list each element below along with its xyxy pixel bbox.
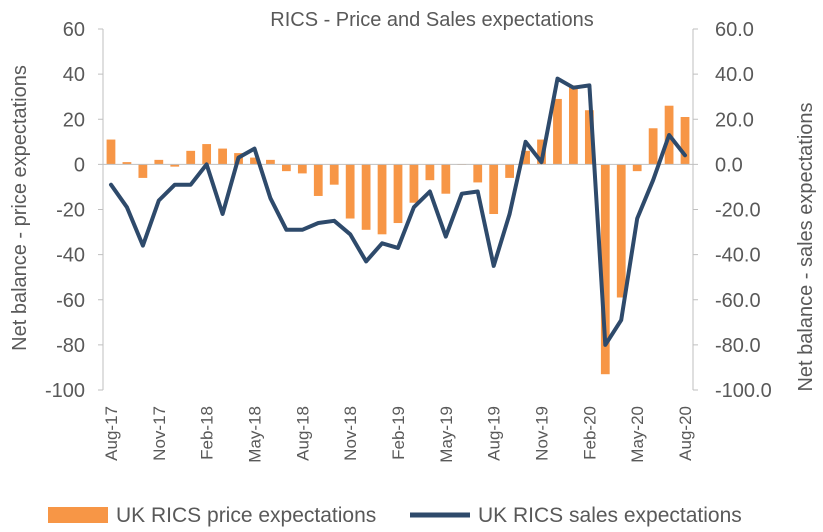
price-bar-Jan-18 bbox=[186, 150, 196, 165]
price-bar-May-20 bbox=[632, 164, 642, 172]
legend: UK RICS price expectations UK RICS sales… bbox=[48, 504, 742, 527]
price-bar-Feb-20 bbox=[584, 110, 594, 165]
x-tick-label: May-18 bbox=[245, 406, 264, 463]
price-bar-Mar-19 bbox=[409, 164, 419, 203]
legend-sales-label: UK RICS sales expectations bbox=[478, 504, 742, 527]
left-y-tick-label: -80 bbox=[56, 335, 85, 357]
legend-price-swatch bbox=[48, 507, 108, 523]
price-bar-Aug-19 bbox=[489, 164, 499, 215]
right-y-tick-label: 0.0 bbox=[715, 154, 743, 176]
x-tick-label: Aug-18 bbox=[293, 406, 312, 461]
price-bar-Dec-17 bbox=[170, 164, 180, 167]
x-tick-label: Aug-17 bbox=[102, 406, 121, 461]
left-y-tick-label: -100 bbox=[45, 380, 85, 402]
price-bar-Oct-19 bbox=[521, 150, 530, 165]
price-bar-Jul-19 bbox=[473, 164, 483, 183]
price-bar-May-19 bbox=[441, 164, 451, 194]
right-y-tick-label: -80.0 bbox=[715, 335, 761, 357]
x-tick-label: Feb-19 bbox=[389, 406, 408, 460]
price-bar-Jan-19 bbox=[377, 164, 387, 235]
price-bar-Aug-17 bbox=[106, 139, 116, 165]
chart-title: RICS - Price and Sales expectations bbox=[270, 9, 594, 31]
price-bar-Dec-19 bbox=[553, 98, 562, 165]
right-y-tick-label: 60.0 bbox=[715, 19, 754, 41]
price-bar-Sep-17 bbox=[122, 162, 132, 165]
x-tick-label: May-19 bbox=[437, 406, 456, 463]
x-tick-label: Nov-17 bbox=[150, 406, 169, 461]
price-bar-Apr-19 bbox=[425, 164, 435, 181]
right-y-tick-label: -20.0 bbox=[715, 200, 761, 222]
x-tick-label: May-20 bbox=[628, 406, 647, 463]
price-bar-Sep-18 bbox=[313, 164, 323, 196]
right-y-tick-label: -100.0 bbox=[715, 380, 772, 402]
price-bar-Nov-17 bbox=[154, 159, 164, 165]
left-y-tick-label: 60 bbox=[63, 19, 85, 41]
x-tick-label: Feb-18 bbox=[198, 406, 217, 460]
price-expectations-bars bbox=[106, 85, 690, 375]
price-bar-Oct-17 bbox=[138, 164, 148, 178]
price-bar-Mar-20 bbox=[600, 164, 610, 375]
x-tick-label: Nov-19 bbox=[533, 406, 552, 461]
x-tick-label: Aug-19 bbox=[485, 406, 504, 461]
price-bar-Feb-18 bbox=[202, 144, 212, 165]
price-bar-Apr-20 bbox=[616, 164, 626, 298]
price-bar-Oct-18 bbox=[329, 164, 339, 185]
right-y-tick-label: 20.0 bbox=[715, 109, 754, 131]
legend-price-label: UK RICS price expectations bbox=[116, 504, 376, 527]
x-tick-label: Nov-18 bbox=[341, 406, 360, 461]
right-y-tick-label: -60.0 bbox=[715, 290, 761, 312]
price-bar-Jan-20 bbox=[569, 85, 578, 165]
left-y-tick-label: -20 bbox=[56, 200, 85, 222]
price-bar-May-18 bbox=[250, 157, 259, 165]
left-y-tick-label: 40 bbox=[63, 64, 85, 86]
price-bar-Jun-18 bbox=[266, 159, 275, 165]
price-bar-Aug-20 bbox=[680, 116, 690, 165]
sales-expectations-line bbox=[109, 76, 687, 347]
x-tick-label: Aug-20 bbox=[676, 406, 695, 461]
price-bar-Sep-19 bbox=[505, 164, 515, 178]
price-bar-Mar-18 bbox=[218, 148, 227, 165]
left-y-tick-label: 20 bbox=[63, 109, 85, 131]
left-y-axis-title: Net balance - price expectations bbox=[9, 65, 31, 351]
x-axis-ticks: Aug-17 Nov-17 Feb-18 May-18 Aug-18 Nov-18 Feb-… bbox=[102, 406, 695, 463]
right-y-axis-ticks: 60.0 40.0 20.0 0.0 -20.0 -40.0 -60.0 -80.0 -100.… bbox=[693, 19, 772, 402]
price-bar-Jul-18 bbox=[281, 164, 291, 172]
left-y-tick-label: 0 bbox=[74, 154, 85, 176]
right-y-axis-title: Net balance - sales expectations bbox=[795, 102, 817, 391]
left-y-tick-label: -60 bbox=[56, 290, 85, 312]
right-y-tick-label: 40.0 bbox=[715, 64, 754, 86]
x-tick-label: Feb-20 bbox=[580, 406, 599, 460]
price-bar-Aug-18 bbox=[297, 164, 307, 174]
left-y-tick-label: -40 bbox=[56, 245, 85, 267]
right-y-tick-label: -40.0 bbox=[715, 245, 761, 267]
price-bar-Dec-18 bbox=[361, 164, 371, 230]
price-bar-Feb-19 bbox=[393, 164, 403, 224]
price-bar-Jun-20 bbox=[648, 128, 658, 165]
price-bar-Nov-18 bbox=[345, 164, 355, 219]
left-y-axis-ticks: 60 40 20 0 -20 -40 -60 -80 -100 bbox=[45, 19, 103, 402]
